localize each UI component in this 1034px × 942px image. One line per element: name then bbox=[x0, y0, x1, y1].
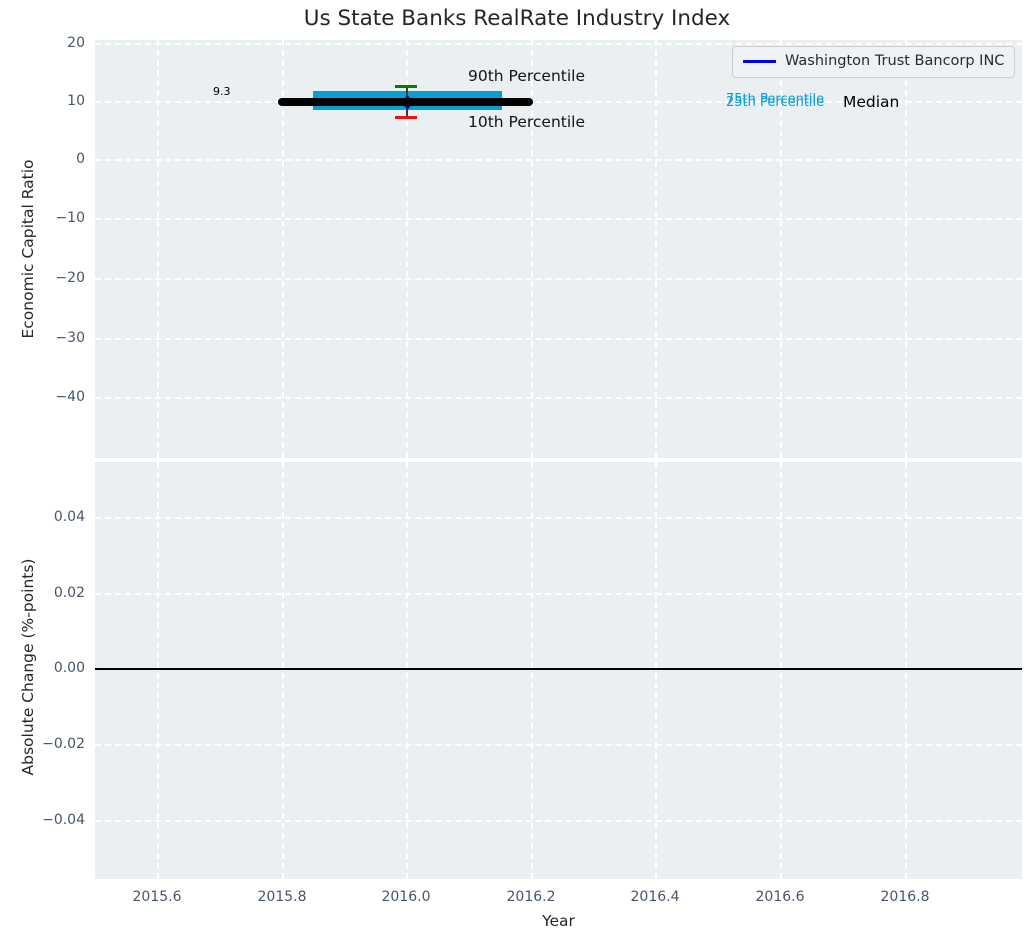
xtick-label: 2016.0 bbox=[381, 889, 431, 905]
xtick-label: 2016.6 bbox=[755, 889, 805, 905]
gridline-horizontal bbox=[95, 101, 1022, 103]
xtick-label: 2015.8 bbox=[257, 889, 307, 905]
value-annotation: 9.3 bbox=[213, 85, 231, 98]
gridline-vertical bbox=[157, 40, 159, 458]
gridline-horizontal bbox=[95, 278, 1022, 280]
p75-annotation: 75th Percentile bbox=[726, 92, 825, 107]
gridline-vertical bbox=[780, 40, 782, 458]
ytick-label: −0.02 bbox=[42, 736, 85, 752]
zero-reference-line bbox=[95, 668, 1022, 670]
legend-box: Washington Trust Bancorp INC bbox=[732, 46, 1015, 78]
legend-label: Washington Trust Bancorp INC bbox=[785, 53, 1005, 69]
gridline-vertical bbox=[282, 40, 284, 458]
ytick-label: 0.02 bbox=[53, 585, 85, 601]
gridline-horizontal bbox=[95, 338, 1022, 340]
xtick-label: 2015.6 bbox=[132, 889, 182, 905]
gridline-vertical bbox=[531, 40, 533, 458]
bottom-y-axis-label: Absolute Change (%-points) bbox=[19, 558, 37, 776]
legend-line-sample bbox=[743, 60, 776, 63]
gridline-vertical bbox=[655, 462, 657, 879]
ytick-label: −10 bbox=[55, 210, 85, 226]
ytick-label: 0 bbox=[76, 151, 85, 167]
gridline-horizontal bbox=[95, 43, 1022, 45]
ytick-label: 10 bbox=[67, 93, 85, 109]
xtick-label: 2016.8 bbox=[880, 889, 930, 905]
x-axis-label: Year bbox=[542, 912, 575, 930]
p10-cap bbox=[395, 116, 417, 119]
gridline-horizontal bbox=[95, 593, 1022, 595]
gridline-horizontal bbox=[95, 397, 1022, 399]
chart-title: Us State Banks RealRate Industry Index bbox=[303, 6, 731, 31]
p90-cap bbox=[395, 85, 417, 88]
ytick-label: 0.00 bbox=[53, 660, 85, 676]
ytick-label: −0.04 bbox=[42, 812, 85, 828]
median-line bbox=[278, 98, 533, 106]
gridline-horizontal bbox=[95, 744, 1022, 746]
p10-annotation: 10th Percentile bbox=[468, 113, 586, 131]
gridline-horizontal bbox=[95, 820, 1022, 822]
bottom-plot-area bbox=[95, 462, 1022, 879]
gridline-vertical bbox=[157, 462, 159, 879]
ytick-label: 0.04 bbox=[53, 509, 85, 525]
gridline-vertical bbox=[531, 462, 533, 879]
ytick-label: −40 bbox=[55, 389, 85, 405]
p25-annotation: 25th Percentile bbox=[726, 95, 825, 110]
gridline-vertical bbox=[655, 40, 657, 458]
p90-annotation: 90th Percentile bbox=[468, 67, 586, 85]
gridline-vertical bbox=[905, 462, 907, 879]
gridline-horizontal bbox=[95, 517, 1022, 519]
gridline-vertical bbox=[905, 40, 907, 458]
ytick-label: −30 bbox=[55, 330, 85, 346]
gridline-vertical bbox=[780, 462, 782, 879]
median-annotation: Median bbox=[843, 93, 900, 111]
top-plot-area bbox=[95, 40, 1022, 458]
gridline-vertical bbox=[282, 462, 284, 879]
ytick-label: 20 bbox=[67, 35, 85, 51]
top-y-axis-label: Economic Capital Ratio bbox=[19, 159, 37, 339]
xtick-label: 2016.2 bbox=[506, 889, 556, 905]
gridline-horizontal bbox=[95, 218, 1022, 220]
gridline-horizontal bbox=[95, 159, 1022, 161]
ytick-label: −20 bbox=[55, 270, 85, 286]
gridline-vertical bbox=[406, 40, 408, 458]
xtick-label: 2016.4 bbox=[630, 889, 680, 905]
gridline-vertical bbox=[406, 462, 408, 879]
